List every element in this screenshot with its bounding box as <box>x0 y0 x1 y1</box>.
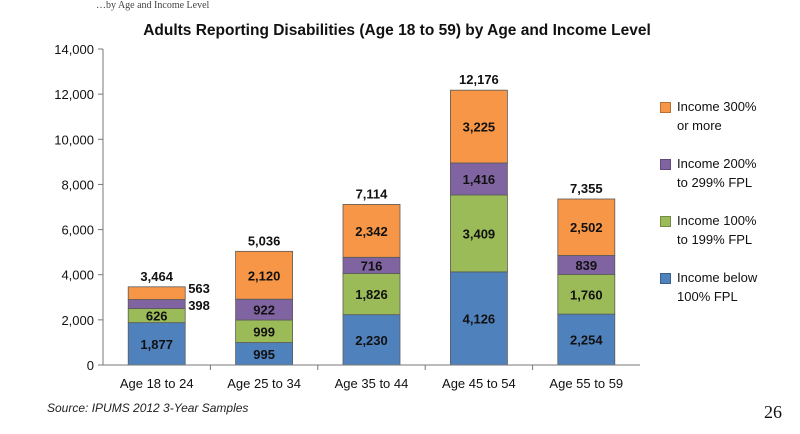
data-label: 1,760 <box>570 287 603 302</box>
data-label: 716 <box>361 258 383 273</box>
x-axis: Age 18 to 24 Age 25 to 34 Age 35 to 44 Age … <box>103 364 640 391</box>
total-label: 5,036 <box>248 233 281 248</box>
x-tick-label: Age 35 to 44 <box>335 376 409 391</box>
data-label: 1,826 <box>355 287 388 302</box>
page-number: 26 <box>764 402 782 422</box>
bar-segment <box>449 89 508 164</box>
data-label: 2,230 <box>355 333 388 348</box>
legend-label-line: or more <box>677 118 722 133</box>
bar-segment <box>449 271 508 366</box>
bar-segment <box>557 198 616 256</box>
data-label: 2,502 <box>570 220 603 235</box>
legend-label: Income below 100% FPL <box>677 268 757 306</box>
legend-item: Income 100% to 199% FPL <box>660 211 795 249</box>
legend-item: Income 200% to 299% FPL <box>660 154 795 192</box>
data-label: 1,877 <box>140 337 173 352</box>
legend-label-line: to 199% FPL <box>677 232 753 247</box>
data-label: 2,120 <box>248 268 281 283</box>
data-label: 398 <box>188 298 210 313</box>
bars-group: 1,877 626 398 563 3,464 995 999 922 2,120 5,036 2,… <box>127 72 616 366</box>
total-label: 7,114 <box>356 186 389 201</box>
source-note: Source: IPUMS 2012 3-Year Samples <box>47 401 249 415</box>
legend-swatch <box>660 216 671 227</box>
legend-label: Income 200% to 299% FPL <box>677 154 757 192</box>
bar-segment <box>235 250 294 300</box>
x-tick-label: Age 55 to 59 <box>549 376 623 391</box>
legend-swatch <box>660 273 671 284</box>
legend-swatch <box>660 102 671 113</box>
y-axis: 0 2,000 4,000 6,000 8,000 10,000 12,000 14,000 <box>54 42 104 373</box>
y-tick-label: 12,000 <box>54 87 94 102</box>
legend-item: Income 300% or more <box>660 97 795 135</box>
legend: Income 300% or more Income 200% to 299% FPL… <box>660 97 795 325</box>
legend-swatch <box>660 159 671 170</box>
legend-label-line: Income below <box>677 270 758 285</box>
data-label: 922 <box>253 303 275 318</box>
bar-segment <box>127 286 186 300</box>
data-label: 995 <box>253 347 275 362</box>
bar-segment <box>342 314 401 366</box>
bar-segment <box>449 194 508 273</box>
legend-item: Income below 100% FPL <box>660 268 795 306</box>
legend-label: Income 300% or more <box>677 97 757 135</box>
legend-label-line: 100% FPL <box>677 289 738 304</box>
data-label: 563 <box>188 281 210 296</box>
bar-segment <box>127 299 186 309</box>
legend-label-line: Income 100% <box>677 213 757 228</box>
cropped-header-text: …by Age and Income Level <box>96 0 210 11</box>
y-tick-label: 14,000 <box>54 42 94 57</box>
y-tick-label: 8,000 <box>61 177 94 192</box>
legend-label-line: Income 200% <box>677 156 757 171</box>
data-label: 2,254 <box>570 333 603 348</box>
y-tick-label: 6,000 <box>61 223 94 238</box>
chart-title: Adults Reporting Disabilities (Age 18 to… <box>143 22 651 39</box>
x-tick-label: Age 18 to 24 <box>120 376 194 391</box>
bar-segment <box>449 162 508 196</box>
y-tick-label: 4,000 <box>61 268 94 283</box>
x-tick-label: Age 25 to 34 <box>227 376 301 391</box>
data-label: 999 <box>253 324 275 339</box>
legend-label-line: to 299% FPL <box>677 175 753 190</box>
total-label: 12,176 <box>459 72 499 87</box>
legend-label: Income 100% to 199% FPL <box>677 211 757 249</box>
data-label: 839 <box>575 258 597 273</box>
total-label: 3,464 <box>140 269 173 284</box>
legend-label-line: Income 300% <box>677 99 757 114</box>
bar-segment <box>342 273 401 316</box>
data-label: 626 <box>146 309 168 324</box>
data-label: 4,126 <box>463 311 496 326</box>
data-label: 3,225 <box>463 120 496 135</box>
bar-segment <box>127 322 186 366</box>
y-tick-label: 10,000 <box>54 132 94 147</box>
y-tick-label: 2,000 <box>61 313 94 328</box>
x-tick-label: Age 45 to 54 <box>442 376 516 391</box>
data-label: 1,416 <box>463 172 496 187</box>
total-label: 7,355 <box>570 181 603 196</box>
data-label: 2,342 <box>355 224 388 239</box>
bar-segment <box>342 204 401 258</box>
y-tick-label: 0 <box>87 358 94 373</box>
data-label: 3,409 <box>463 226 496 241</box>
